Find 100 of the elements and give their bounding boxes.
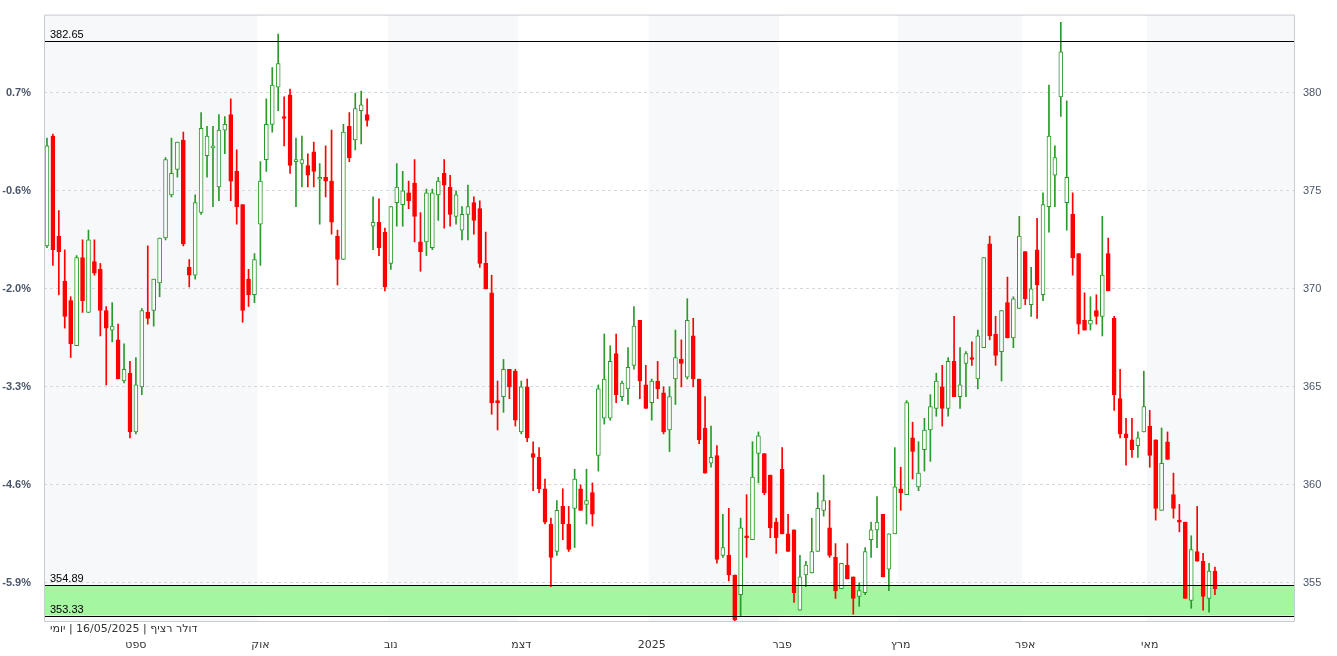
candlestick bbox=[667, 386, 672, 452]
candlestick bbox=[596, 384, 601, 472]
candlestick bbox=[1153, 439, 1158, 521]
y-tick-label: 380 bbox=[1303, 86, 1322, 99]
candlestick bbox=[281, 96, 287, 147]
candlestick bbox=[341, 123, 346, 260]
candlestick bbox=[661, 386, 666, 435]
candlestick bbox=[430, 188, 435, 251]
y2-tick-label: -5.9% bbox=[2, 575, 32, 588]
candlestick bbox=[157, 237, 162, 298]
candlestick bbox=[1182, 521, 1188, 599]
x-tick-label: דצמ bbox=[511, 638, 532, 652]
candlestick bbox=[98, 263, 103, 337]
candlestick bbox=[335, 229, 340, 286]
y2-tick-label: 0.7% bbox=[5, 86, 32, 99]
candlestick bbox=[910, 421, 915, 480]
candlestick bbox=[1064, 100, 1070, 231]
candlestick bbox=[673, 329, 678, 405]
candlestick bbox=[827, 500, 832, 558]
candlestick bbox=[92, 239, 97, 276]
candlestick bbox=[246, 268, 251, 307]
x-tick-label: אוק bbox=[251, 638, 270, 652]
candlestick bbox=[1070, 192, 1075, 276]
candlestick bbox=[1088, 296, 1093, 331]
candlestick bbox=[969, 341, 975, 366]
ref-line-label: 353.33 bbox=[50, 603, 84, 616]
y2-tick-label: -0.6% bbox=[2, 183, 32, 196]
candlestick bbox=[513, 368, 518, 427]
candlestick bbox=[572, 468, 577, 548]
candlestick bbox=[418, 212, 423, 272]
candlestick bbox=[424, 188, 429, 256]
candlestick bbox=[1165, 431, 1170, 460]
candlestick bbox=[679, 339, 684, 388]
candlestick bbox=[169, 137, 174, 198]
y2-tick-label: -4.6% bbox=[2, 477, 32, 490]
candlestick bbox=[756, 431, 761, 484]
candlestick bbox=[1005, 276, 1010, 339]
candlestick bbox=[738, 517, 743, 617]
candlestick bbox=[145, 245, 151, 325]
candlestick bbox=[489, 274, 494, 415]
y2-tick-label: -2.0% bbox=[2, 281, 32, 294]
candlestick bbox=[441, 159, 447, 229]
candlestick bbox=[833, 543, 838, 599]
candlestick bbox=[56, 210, 62, 296]
candlestick bbox=[1099, 216, 1105, 337]
candlestick bbox=[293, 137, 299, 207]
candlestick bbox=[412, 159, 417, 243]
candlestick bbox=[68, 296, 74, 358]
candlestick bbox=[1194, 506, 1200, 562]
candlestick bbox=[495, 380, 500, 431]
candlestick bbox=[507, 368, 512, 399]
candlestick bbox=[151, 278, 157, 327]
candlestick bbox=[317, 163, 323, 225]
candlestick bbox=[999, 310, 1004, 382]
ref-line-label: 354.89 bbox=[50, 572, 84, 585]
candlestick bbox=[406, 180, 411, 209]
y-tick-label: 370 bbox=[1303, 281, 1322, 294]
candlestick bbox=[584, 468, 589, 525]
candlestick bbox=[916, 441, 921, 492]
candlestick bbox=[400, 171, 406, 227]
candlestick bbox=[922, 417, 927, 472]
candlestick bbox=[163, 157, 168, 241]
text: דולר רציף | 16/05/2025 | יומי bbox=[50, 622, 198, 636]
y-tick-label: 375 bbox=[1303, 183, 1322, 196]
candlestick bbox=[394, 163, 400, 227]
x-tick-label: מאי bbox=[1141, 638, 1159, 652]
candlestick bbox=[1171, 472, 1176, 519]
candlestick bbox=[501, 359, 506, 413]
candlestick bbox=[578, 484, 583, 511]
candlestick bbox=[347, 112, 352, 162]
candlestick bbox=[762, 453, 767, 495]
candlestick bbox=[987, 235, 992, 341]
candlestick bbox=[1082, 292, 1087, 331]
x-tick-label: נוב bbox=[383, 638, 398, 652]
x-tick-label: 2025 bbox=[637, 638, 666, 652]
candlestick bbox=[821, 474, 826, 517]
candlestick bbox=[1094, 294, 1099, 325]
candlestick bbox=[845, 543, 850, 580]
y2-tick-label: -3.3% bbox=[2, 379, 32, 392]
candlestick bbox=[240, 204, 245, 323]
candlestick bbox=[750, 441, 755, 541]
x-tick-label: מרץ bbox=[890, 638, 911, 652]
ref-line-label: 382.65 bbox=[50, 28, 84, 41]
y-tick-label: 365 bbox=[1303, 379, 1322, 392]
x-tick-label: פבר bbox=[772, 638, 792, 652]
candlestick bbox=[1159, 427, 1164, 511]
candlestick bbox=[928, 394, 933, 462]
x-tick-label: אפר bbox=[1015, 638, 1036, 652]
candlestick bbox=[181, 131, 186, 247]
candlestick bbox=[655, 361, 660, 399]
candlestick bbox=[86, 229, 91, 313]
candlestick bbox=[1076, 253, 1081, 335]
x-tick-label: ספט bbox=[125, 638, 147, 652]
candlestick bbox=[744, 494, 749, 558]
candlestick bbox=[358, 90, 364, 145]
candlestick bbox=[264, 98, 269, 172]
y-tick-label: 360 bbox=[1303, 477, 1322, 490]
y-tick-label: 355 bbox=[1303, 575, 1322, 588]
candlestick bbox=[898, 466, 904, 511]
candlestick bbox=[234, 149, 240, 225]
